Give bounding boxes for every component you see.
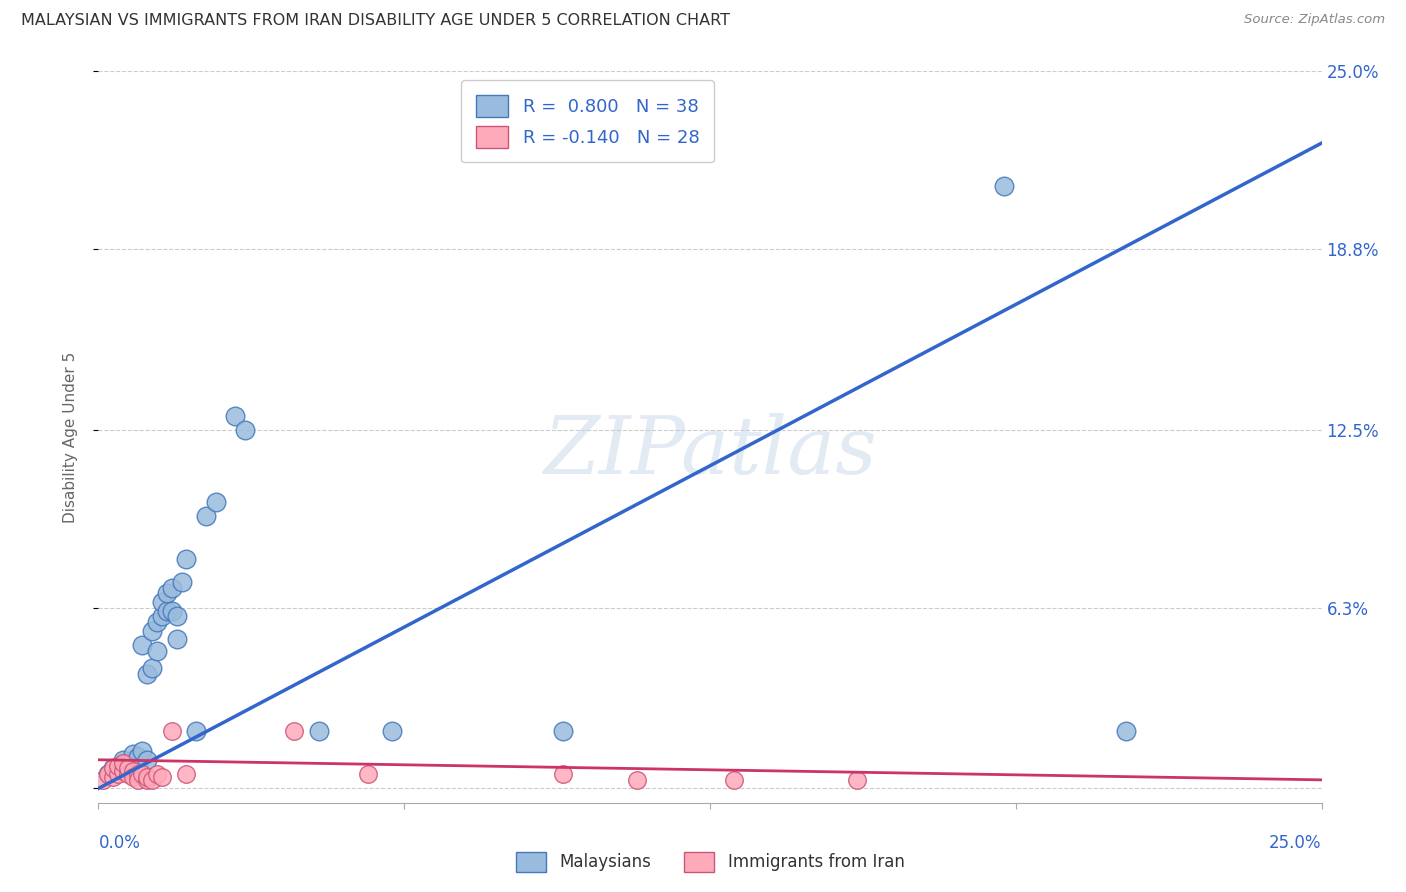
Point xyxy=(91,772,114,787)
Point xyxy=(205,494,228,508)
Point xyxy=(111,758,134,772)
Point xyxy=(150,595,173,609)
Point xyxy=(723,772,745,787)
Point xyxy=(381,724,404,739)
Point xyxy=(150,609,173,624)
Point xyxy=(121,770,143,784)
Point xyxy=(146,644,169,658)
Point xyxy=(176,552,198,566)
Point xyxy=(136,770,159,784)
Point xyxy=(993,179,1015,194)
Point xyxy=(107,767,129,781)
Text: MALAYSIAN VS IMMIGRANTS FROM IRAN DISABILITY AGE UNDER 5 CORRELATION CHART: MALAYSIAN VS IMMIGRANTS FROM IRAN DISABI… xyxy=(21,13,730,29)
Point xyxy=(233,423,256,437)
Text: 0.0%: 0.0% xyxy=(98,834,141,852)
Point xyxy=(160,581,183,595)
Point xyxy=(356,767,378,781)
Point xyxy=(127,772,149,787)
Point xyxy=(166,609,188,624)
Point xyxy=(224,409,246,423)
Point xyxy=(117,756,139,770)
Point xyxy=(111,756,134,770)
Y-axis label: Disability Age Under 5: Disability Age Under 5 xyxy=(63,351,77,523)
Point xyxy=(170,574,193,589)
Point xyxy=(160,724,183,739)
Point xyxy=(146,615,169,629)
Point xyxy=(160,604,183,618)
Point xyxy=(101,761,124,775)
Point xyxy=(131,767,153,781)
Point xyxy=(121,747,143,761)
Point xyxy=(127,767,149,781)
Text: 25.0%: 25.0% xyxy=(1270,834,1322,852)
Point xyxy=(107,758,129,772)
Point xyxy=(845,772,868,787)
Point xyxy=(156,586,179,600)
Point xyxy=(626,772,648,787)
Point xyxy=(195,508,218,523)
Point xyxy=(101,770,124,784)
Point xyxy=(111,764,134,779)
Point xyxy=(121,764,143,779)
Point xyxy=(553,767,575,781)
Point xyxy=(150,770,173,784)
Point xyxy=(117,761,139,775)
Point xyxy=(136,772,159,787)
Point xyxy=(101,761,124,775)
Point xyxy=(166,632,188,647)
Point xyxy=(117,767,139,781)
Point xyxy=(141,772,163,787)
Point xyxy=(127,758,149,772)
Point xyxy=(141,624,163,638)
Text: Source: ZipAtlas.com: Source: ZipAtlas.com xyxy=(1244,13,1385,27)
Point xyxy=(283,724,305,739)
Point xyxy=(186,724,208,739)
Point xyxy=(131,744,153,758)
Text: ZIPatlas: ZIPatlas xyxy=(543,413,877,491)
Point xyxy=(97,767,120,781)
Point xyxy=(97,767,120,781)
Point xyxy=(176,767,198,781)
Point xyxy=(553,724,575,739)
Point xyxy=(136,753,159,767)
Point xyxy=(127,750,149,764)
Point xyxy=(136,666,159,681)
Point xyxy=(141,661,163,675)
Point xyxy=(121,753,143,767)
Point xyxy=(156,604,179,618)
Point xyxy=(308,724,330,739)
Point xyxy=(111,753,134,767)
Point xyxy=(146,767,169,781)
Legend: Malaysians, Immigrants from Iran: Malaysians, Immigrants from Iran xyxy=(509,845,911,879)
Point xyxy=(107,764,129,779)
Point xyxy=(1115,724,1137,739)
Point xyxy=(131,638,153,652)
